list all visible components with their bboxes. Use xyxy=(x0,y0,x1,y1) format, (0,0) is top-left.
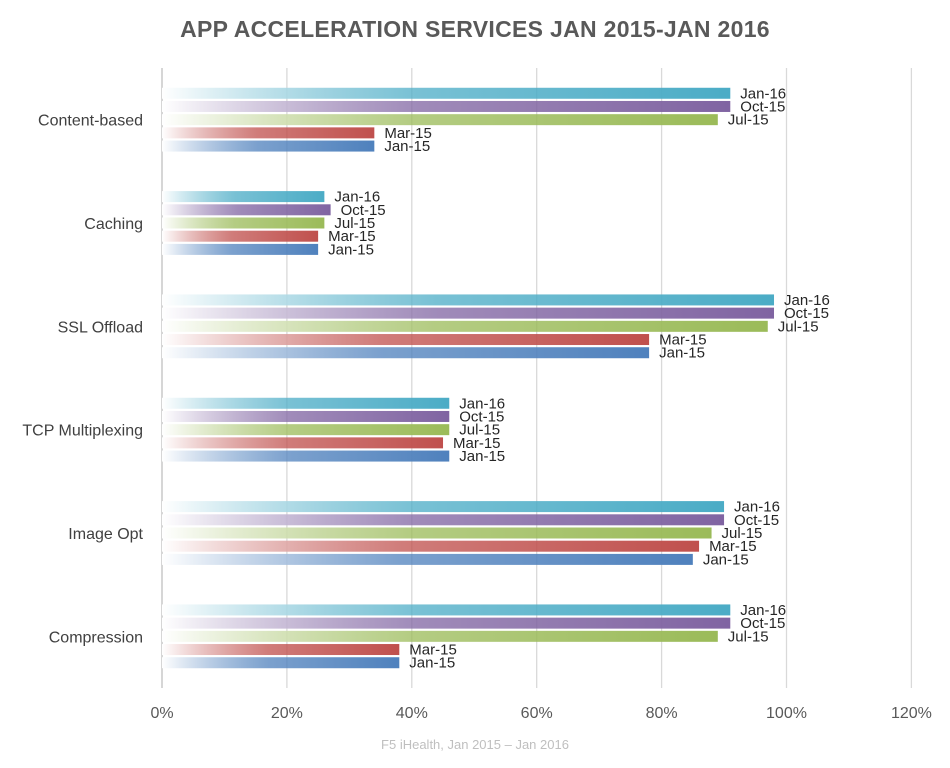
bar-data-label: Jan-16 xyxy=(459,395,505,412)
bar xyxy=(162,347,650,359)
bar-data-label: Jul-15 xyxy=(334,215,375,232)
bar xyxy=(162,230,319,242)
bar xyxy=(162,114,718,126)
bar xyxy=(162,191,325,203)
bar-data-label: Mar-15 xyxy=(384,125,432,142)
bar xyxy=(162,644,400,656)
bar xyxy=(162,87,731,99)
bar-data-label: Jan-15 xyxy=(703,551,749,568)
gridlines xyxy=(161,68,913,688)
bar xyxy=(162,514,725,526)
bar-data-label: Jul-15 xyxy=(728,112,769,129)
bar-data-label: Mar-15 xyxy=(453,435,501,452)
bar-data-label: Jan-15 xyxy=(459,448,505,465)
bar xyxy=(162,334,650,346)
bar xyxy=(162,450,450,462)
bar-data-label: Oct-15 xyxy=(740,615,785,632)
bar xyxy=(162,630,718,642)
bar-data-label: Oct-15 xyxy=(734,512,779,529)
category-label: Content-based xyxy=(38,113,143,130)
bar xyxy=(162,140,375,152)
bar xyxy=(162,307,775,319)
category-label: TCP Multiplexing xyxy=(22,423,143,440)
category-label: Image Opt xyxy=(68,526,143,543)
bar xyxy=(162,294,775,306)
bar-labels: Jan-16Oct-15Jul-15Mar-15Jan-15Jan-16Oct-… xyxy=(328,85,830,671)
bar xyxy=(162,243,319,255)
bar xyxy=(162,100,731,112)
bar xyxy=(162,217,325,229)
bar-data-label: Jul-15 xyxy=(722,525,763,542)
x-tick-label: 80% xyxy=(646,705,678,722)
bar-data-label: Oct-15 xyxy=(740,98,785,115)
bar-data-label: Mar-15 xyxy=(328,228,376,245)
bar xyxy=(162,437,444,449)
bar-data-label: Jan-16 xyxy=(740,85,786,102)
category-label: Compression xyxy=(49,629,143,646)
bar xyxy=(162,553,693,565)
x-tick-label: 0% xyxy=(150,705,173,722)
bar xyxy=(162,604,731,616)
bar-data-label: Jan-16 xyxy=(734,499,780,516)
x-tick-label: 60% xyxy=(521,705,553,722)
x-tick-label: 100% xyxy=(766,705,807,722)
chart-title: APP ACCELERATION SERVICES JAN 2015-JAN 2… xyxy=(180,16,770,42)
bar-data-label: Oct-15 xyxy=(341,202,386,219)
x-axis: 0% 20% 40% 60% 80% 100% 120% xyxy=(150,705,931,722)
bar xyxy=(162,127,375,139)
bar-data-label: Oct-15 xyxy=(459,408,504,425)
bar xyxy=(162,657,400,669)
bar-data-label: Mar-15 xyxy=(409,642,457,659)
bar xyxy=(162,424,450,436)
bar-data-label: Mar-15 xyxy=(659,332,707,349)
bar-data-label: Jan-16 xyxy=(740,602,786,619)
bar xyxy=(162,320,768,332)
bar xyxy=(162,540,700,552)
category-label: Caching xyxy=(84,216,143,233)
bar-data-label: Jan-15 xyxy=(384,138,430,155)
bar-data-label: Jan-15 xyxy=(659,345,705,362)
bar xyxy=(162,410,450,422)
bar xyxy=(162,617,731,629)
bar xyxy=(162,204,331,216)
bar-data-label: Jan-15 xyxy=(328,241,374,258)
bar-data-label: Jan-16 xyxy=(784,292,830,309)
bar xyxy=(162,501,725,513)
x-tick-label: 20% xyxy=(271,705,303,722)
bar-data-label: Oct-15 xyxy=(784,305,829,322)
bar-data-label: Jul-15 xyxy=(728,628,769,645)
x-tick-label: 120% xyxy=(891,705,932,722)
bar xyxy=(162,397,450,409)
bar-data-label: Jul-15 xyxy=(459,422,500,439)
bar-data-label: Jan-15 xyxy=(409,655,455,672)
bar-data-label: Jan-16 xyxy=(334,189,380,206)
x-tick-label: 40% xyxy=(396,705,428,722)
bar-data-label: Mar-15 xyxy=(709,538,757,555)
chart-source: F5 iHealth, Jan 2015 – Jan 2016 xyxy=(381,737,569,752)
category-label: SSL Offload xyxy=(58,319,143,336)
bars xyxy=(162,87,775,669)
bar xyxy=(162,527,712,539)
bar-data-label: Jul-15 xyxy=(778,318,819,335)
category-labels: Content-based Caching SSL Offload TCP Multi… xyxy=(22,113,143,647)
